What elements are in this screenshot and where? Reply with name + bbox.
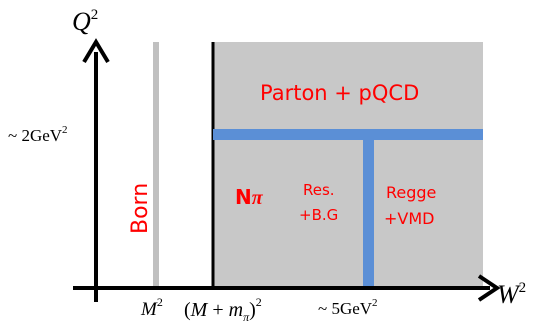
x-tick-threshold-label: (M + mπ)2 bbox=[184, 295, 262, 324]
x-axis-arrow-icon bbox=[477, 274, 501, 302]
x-axis-label: W2 bbox=[497, 280, 526, 309]
region-label-born: Born bbox=[128, 183, 153, 234]
region-label-res-line1: Res. bbox=[303, 181, 335, 199]
x-tick-m2-label: M2 bbox=[140, 295, 163, 320]
y-axis-arrow-icon bbox=[82, 38, 110, 64]
born-line bbox=[153, 42, 159, 288]
w2-boundary-line bbox=[363, 140, 374, 288]
q2-boundary-line bbox=[213, 129, 483, 140]
region-label-regge-line2: +VMD bbox=[384, 209, 434, 228]
shaded-region bbox=[213, 42, 483, 288]
region-label-regge-line1: Regge bbox=[386, 183, 436, 202]
region-label-parton-pqcd: Parton + pQCD bbox=[260, 81, 419, 105]
y-tick-2gev-label: ~ 2GeV2 bbox=[8, 124, 68, 145]
region-label-res-line2: +B.G bbox=[299, 206, 338, 224]
y-axis-label: Q2 bbox=[72, 7, 98, 36]
region-label-n-pi: Nπ bbox=[235, 185, 264, 209]
x-tick-5gev-label: ~ 5GeV2 bbox=[318, 297, 378, 318]
